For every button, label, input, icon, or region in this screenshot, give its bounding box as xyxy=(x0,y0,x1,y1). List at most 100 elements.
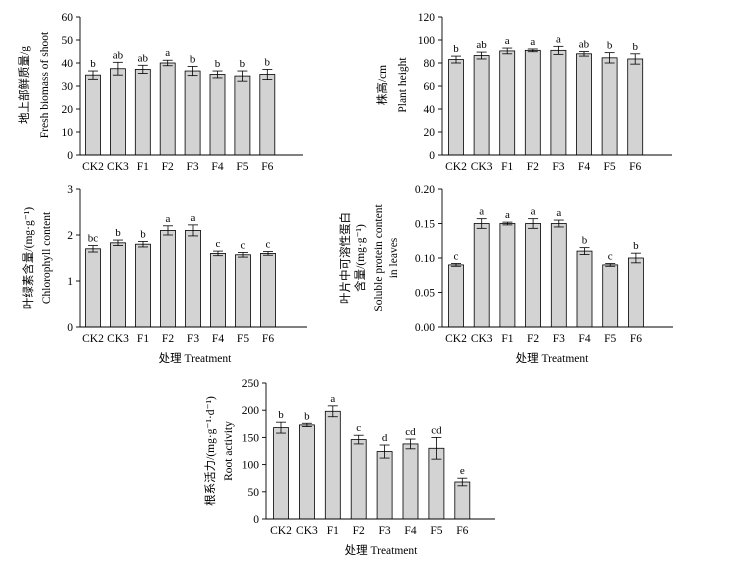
y-tick-label: 150 xyxy=(242,432,260,444)
significance-label-CK3: b xyxy=(304,410,310,422)
x-tick-label-F5: F5 xyxy=(236,161,248,173)
x-tick-label-F6: F6 xyxy=(261,161,273,173)
chart-panel-shoot-biomass: 地上部鲜质量/g Fresh biomass of shoot bab ab ab b… xyxy=(17,12,303,173)
error-bar-F2 xyxy=(163,225,173,236)
y-tick-label: 40 xyxy=(424,104,436,116)
y-tick-label: 50 xyxy=(62,35,74,47)
significance-label-F6: b xyxy=(632,41,638,53)
bar-F6 xyxy=(259,74,276,156)
y-axis-label-line-2: Plant height xyxy=(397,57,409,113)
bar-F6 xyxy=(628,257,644,328)
error-bar-F3 xyxy=(379,444,390,459)
significance-label-F1: a xyxy=(505,35,510,47)
bar-F2 xyxy=(159,62,176,156)
x-tick-label-F3: F3 xyxy=(379,525,391,537)
x-axis-label: 处理 Treatment xyxy=(345,544,419,557)
x-tick-label-F5: F5 xyxy=(237,333,249,345)
bar-F3 xyxy=(376,451,393,520)
x-tick-label-F1: F1 xyxy=(137,161,149,173)
x-tick-label-F1: F1 xyxy=(327,525,339,537)
significance-label-CK2: b xyxy=(278,409,284,421)
error-bar-F1 xyxy=(502,47,513,55)
significance-label-F6: c xyxy=(266,239,271,251)
bar-CK3 xyxy=(473,223,490,328)
error-bar-F2 xyxy=(527,48,538,53)
significance-label-F2: a xyxy=(166,213,171,225)
bar-CK2 xyxy=(85,74,101,156)
error-bar-F5 xyxy=(604,52,615,64)
x-tick-label-CK2: CK2 xyxy=(445,161,467,173)
x-tick-label-F2: F2 xyxy=(162,333,174,345)
significance-label-F5: cd xyxy=(431,424,442,436)
significance-label-CK3: ab xyxy=(113,49,124,61)
bar-CK2 xyxy=(448,264,464,328)
x-tick-label-CK3: CK3 xyxy=(296,525,318,537)
significance-label-F1: ab xyxy=(138,52,149,64)
x-axis-label: 处理 Treatment xyxy=(159,352,233,365)
x-tick-label-F1: F1 xyxy=(501,161,513,173)
x-tick-label-F3: F3 xyxy=(187,161,199,173)
bar-F2 xyxy=(524,49,541,156)
x-axis-label: 处理 Treatment xyxy=(516,352,590,365)
bar-F3 xyxy=(185,229,201,328)
y-tick-label: 2 xyxy=(67,230,73,242)
y-tick-label: 20 xyxy=(62,104,74,116)
error-bar-F4 xyxy=(405,438,416,450)
significance-label-F3: b xyxy=(190,53,196,65)
y-axis-label-line-4: in leaves xyxy=(388,237,400,278)
significance-label-F1: a xyxy=(330,393,335,405)
y-tick-label: 0.20 xyxy=(415,184,435,196)
error-bar-F3 xyxy=(553,219,564,228)
bar-F4 xyxy=(209,74,226,156)
x-tick-label-F3: F3 xyxy=(187,333,199,345)
y-axis-label-line-2: Root activity xyxy=(223,421,235,481)
x-tick-label-F6: F6 xyxy=(629,161,641,173)
x-tick-label-CK2: CK2 xyxy=(445,333,467,345)
bar-F6 xyxy=(454,481,471,520)
y-axis-label-line-1: 地上部鲜质量/g xyxy=(17,46,31,124)
bar-CK3 xyxy=(110,242,126,328)
significance-label-F2: a xyxy=(165,47,170,59)
y-tick-label: 60 xyxy=(424,81,436,93)
significance-label-F2: c xyxy=(356,422,361,434)
significance-label-F4: ab xyxy=(579,39,590,51)
bar-CK3 xyxy=(298,424,315,520)
error-bar-F1 xyxy=(138,241,148,248)
bar-F4 xyxy=(402,443,419,520)
error-bar-F4 xyxy=(579,247,590,255)
y-tick-label: 20 xyxy=(424,127,436,139)
x-tick-label-F5: F5 xyxy=(604,161,616,173)
error-bar-CK2 xyxy=(451,263,461,267)
error-bar-F5 xyxy=(237,70,248,82)
error-bar-F2 xyxy=(353,434,364,445)
x-tick-label-CK2: CK2 xyxy=(82,333,104,345)
error-bar-CK3 xyxy=(301,422,312,427)
error-bar-F4 xyxy=(579,51,589,57)
significance-label-F4: b xyxy=(582,235,588,247)
x-tick-label-F2: F2 xyxy=(527,333,539,345)
error-bar-F1 xyxy=(327,405,338,418)
significance-label-F3: a xyxy=(556,207,561,219)
x-tick-label-F5: F5 xyxy=(430,525,442,537)
x-tick-label-F6: F6 xyxy=(262,333,274,345)
bar-F1 xyxy=(324,410,341,520)
bar-F1 xyxy=(135,243,151,328)
error-bar-CK2 xyxy=(276,421,286,434)
bar-F3 xyxy=(550,223,567,328)
y-tick-label: 3 xyxy=(67,184,73,196)
y-tick-label: 50 xyxy=(248,487,260,499)
error-bar-CK2 xyxy=(88,70,98,80)
error-bar-F6 xyxy=(457,477,468,487)
significance-label-F4: b xyxy=(215,58,221,70)
bar-F3 xyxy=(550,49,567,156)
x-tick-label-F2: F2 xyxy=(162,161,174,173)
error-bar-F5 xyxy=(238,252,248,258)
y-tick-label: 0.05 xyxy=(415,288,435,300)
y-tick-label: 0.15 xyxy=(415,219,435,231)
error-bar-F6 xyxy=(630,252,641,264)
y-tick-label: 0.10 xyxy=(415,253,435,265)
bar-CK3 xyxy=(110,68,126,156)
y-tick-label: 100 xyxy=(418,35,436,47)
x-tick-label-F3: F3 xyxy=(553,333,565,345)
